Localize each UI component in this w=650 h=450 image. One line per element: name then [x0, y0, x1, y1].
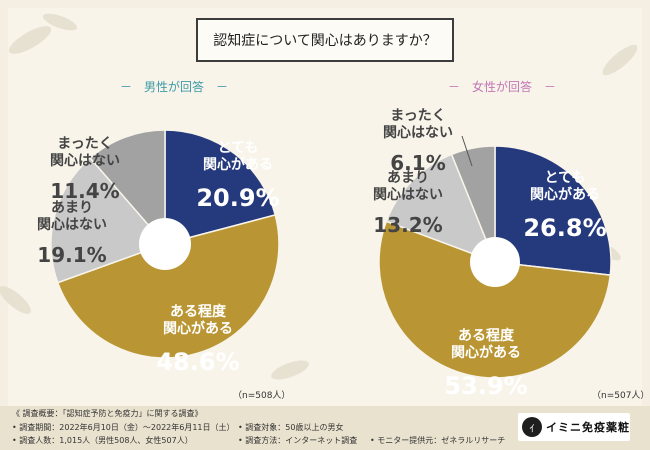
pie-0-value-1: 48.6% — [156, 348, 239, 376]
leaf-decoration — [0, 13, 638, 380]
survey-target: • 調査対象：50歳以上の男女 — [238, 423, 344, 432]
pie-0-label-1-line-1: 関心がある — [163, 320, 233, 337]
brand-logo: ｲ イミニ免疫薬粧 — [518, 413, 630, 441]
pie-1-center-hole — [470, 237, 520, 287]
pie-0-value-0: 20.9% — [196, 184, 279, 212]
pie-1-label-1-line-0: ある程度 — [458, 327, 515, 344]
pie-0-value-2: 19.1% — [37, 243, 106, 267]
survey-provider: • モニター提供元：ゼネラルリサーチ — [370, 436, 506, 445]
female-leader-line — [461, 135, 473, 167]
survey-period: • 調査期間：2022年6月10日（金）〜2022年6月11日（土） — [12, 423, 235, 432]
pie-1-value-1: 53.9% — [444, 372, 527, 400]
pie-1-value-2: 13.2% — [373, 213, 442, 237]
male-chart-title-text: 男性が回答 — [144, 80, 205, 94]
pie-1-slice-2 — [385, 153, 497, 264]
pie-charts: とても関心がある20.9%ある程度関心がある48.6%あまり関心はない19.1%… — [37, 108, 612, 400]
pie-1-label-0-line-1: 関心がある — [530, 186, 600, 203]
pie-0-label-2-line-0: あまり — [51, 200, 93, 216]
pie-0-label-0-line-0: とても — [218, 140, 259, 156]
survey-count: • 調査人数：1,015人（男性508人、女性507人） — [12, 436, 193, 445]
page-title: 認知症について関心はありますか？ — [196, 18, 454, 62]
pie-1-label-2-line-1: 関心はない — [373, 187, 443, 203]
pie-1-label-2-line-0: あまり — [387, 170, 429, 186]
pie-1-label-1-line-1: 関心がある — [451, 344, 521, 361]
brand-mark-icon: ｲ — [522, 417, 542, 437]
pie-0-slice-1 — [56, 214, 280, 359]
pie-0-label-2-line-1: 関心はない — [37, 217, 107, 233]
pie-0-label-0-line-1: 関心がある — [203, 156, 273, 173]
pie-0-label-1-line-0: ある程度 — [170, 303, 227, 320]
pie-0-slice-0 — [164, 129, 277, 245]
pie-0-label-3-line-1: 関心はない — [50, 153, 120, 169]
male-sample-size: （n=508人） — [233, 391, 291, 401]
survey-method: • 調査方法：インターネット調査 — [238, 436, 358, 445]
pie-0-center-hole — [139, 218, 191, 270]
pie-0-slice-3 — [89, 129, 166, 247]
pie-0-label-3-line-0: まったく — [57, 136, 112, 152]
pie-1-value-0: 26.8% — [523, 214, 606, 242]
pie-1-slice-0 — [494, 145, 612, 276]
brand-name: イミニ免疫薬粧 — [546, 421, 630, 434]
pie-0-slice-2 — [50, 156, 167, 284]
pie-1-label-3-line-0: まったく — [390, 108, 445, 124]
pie-1-slice-3 — [450, 145, 496, 263]
pie-1-label-0-line-0: とても — [545, 170, 586, 186]
survey-overview: 《 調査概要：「認知症予防と免疫力」に関する調査》 — [12, 409, 203, 418]
pie-1-label-3-line-1: 関心はない — [383, 125, 453, 141]
female-chart-title-text: 女性が回答 — [472, 80, 533, 94]
male-chart-title: － 男性が回答 － — [120, 80, 229, 94]
female-chart-title: － 女性が回答 － — [448, 80, 557, 94]
pie-1-slice-1 — [378, 220, 612, 379]
pie-1-value-3: 6.1% — [390, 151, 445, 175]
female-sample-size: （n=507人） — [592, 391, 650, 401]
pie-0-value-3: 11.4% — [50, 179, 119, 203]
